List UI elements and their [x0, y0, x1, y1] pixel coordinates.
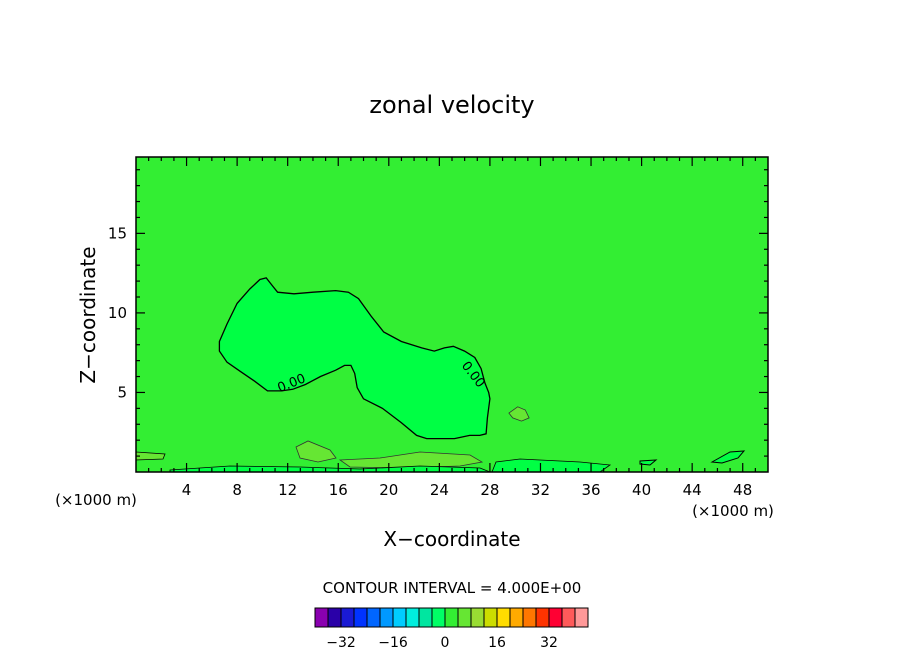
colorbar-swatch [327, 607, 342, 628]
colorbar-swatch [561, 607, 576, 628]
y-tick-label: 10 [108, 304, 127, 322]
colorbar-swatch [470, 607, 485, 628]
colorbar-tick-label: 0 [441, 635, 450, 651]
x-tick-label: 44 [683, 481, 702, 499]
colorbar-swatch [392, 607, 407, 628]
x-tick-label: 40 [632, 481, 651, 499]
colorbar-swatch [366, 607, 381, 628]
x-tick-label: 8 [232, 481, 242, 499]
colorbar-swatch [314, 607, 329, 628]
x-axis-label: X−coordinate [383, 527, 520, 551]
colorbar-swatch [379, 607, 394, 628]
x-tick-label: 24 [430, 481, 449, 499]
contour-region-zero [218, 277, 491, 440]
x-tick-label: 48 [733, 481, 752, 499]
colorbar-swatch [405, 607, 420, 628]
colorbar-tick-label: 32 [540, 635, 558, 651]
x-unit-right: (×1000 m) [692, 502, 774, 520]
colorbar-swatch [457, 607, 472, 628]
colorbar-swatch [431, 607, 446, 628]
colorbar-tick-label: −32 [326, 635, 356, 651]
colorbar-swatch [522, 607, 537, 628]
y-tick-label: 15 [108, 224, 127, 242]
colorbar-swatch [496, 607, 511, 628]
colorbar-swatch [340, 607, 355, 628]
colorbar-swatch [444, 607, 459, 628]
colorbar-swatch [535, 607, 550, 628]
colorbar-swatch [483, 607, 498, 628]
chart-title: zonal velocity [369, 91, 534, 119]
colorbar: −32 −16 0 16 32 [314, 607, 589, 651]
plot-area: 0.00 0.00 [135, 157, 768, 473]
colorbar-swatch [418, 607, 433, 628]
x-tick-label: 32 [531, 481, 550, 499]
x-tick-label: 36 [581, 481, 600, 499]
x-tick-label: 28 [480, 481, 499, 499]
colorbar-swatch [353, 607, 368, 628]
x-tick-label: 16 [329, 481, 348, 499]
y-axis-label: Z−coordinate [76, 246, 100, 383]
colorbar-tick-label: 16 [488, 635, 506, 651]
x-tick-label: 12 [278, 481, 297, 499]
x-tick-label: 4 [182, 481, 192, 499]
colorbar-swatch [548, 607, 563, 628]
colorbar-tick-label: −16 [378, 635, 408, 651]
colorbar-swatch [509, 607, 524, 628]
contour-region-small [508, 406, 530, 422]
x-tick-label: 20 [379, 481, 398, 499]
colorbar-swatch [574, 607, 589, 628]
contour-interval-text: CONTOUR INTERVAL = 4.000E+00 [323, 579, 582, 597]
x-unit-left: (×1000 m) [55, 491, 137, 509]
y-tick-label: 5 [117, 383, 127, 401]
